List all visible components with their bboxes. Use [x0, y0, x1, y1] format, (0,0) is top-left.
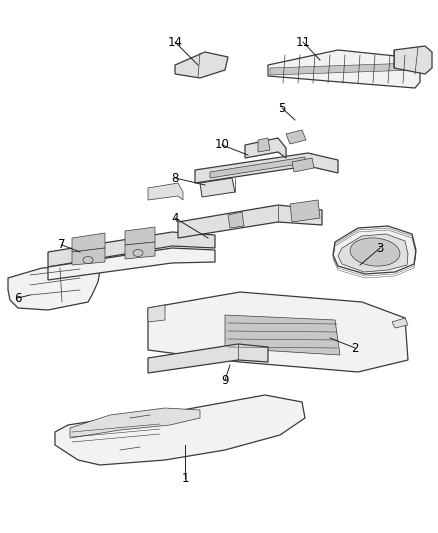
Text: 11: 11 [296, 36, 311, 49]
Polygon shape [338, 234, 408, 272]
Text: 10: 10 [215, 139, 230, 151]
Ellipse shape [350, 238, 400, 266]
Text: 4: 4 [171, 212, 179, 224]
Polygon shape [270, 63, 415, 75]
Polygon shape [72, 248, 105, 265]
Ellipse shape [83, 256, 93, 263]
Polygon shape [286, 130, 306, 144]
Polygon shape [245, 138, 286, 158]
Polygon shape [292, 158, 314, 172]
Ellipse shape [133, 249, 143, 256]
Polygon shape [148, 183, 183, 200]
Polygon shape [70, 408, 200, 438]
Polygon shape [72, 233, 105, 252]
Polygon shape [8, 266, 100, 310]
Polygon shape [392, 318, 408, 328]
Polygon shape [228, 212, 244, 228]
Polygon shape [200, 178, 235, 197]
Polygon shape [125, 227, 155, 245]
Polygon shape [148, 305, 165, 322]
Polygon shape [48, 248, 215, 280]
Text: 6: 6 [14, 292, 22, 304]
Text: 9: 9 [221, 374, 229, 386]
Polygon shape [258, 138, 270, 152]
Polygon shape [394, 46, 432, 74]
Text: 3: 3 [376, 241, 384, 254]
Text: 1: 1 [181, 472, 189, 484]
Polygon shape [333, 226, 416, 274]
Polygon shape [210, 157, 305, 178]
Polygon shape [175, 52, 228, 78]
Polygon shape [48, 232, 215, 267]
Text: 5: 5 [278, 101, 286, 115]
Text: 2: 2 [351, 342, 359, 354]
Text: 14: 14 [167, 36, 183, 49]
Polygon shape [178, 205, 322, 238]
Polygon shape [55, 395, 305, 465]
Polygon shape [125, 242, 155, 259]
Polygon shape [268, 50, 420, 88]
Polygon shape [195, 153, 338, 183]
Text: 8: 8 [171, 172, 179, 184]
Polygon shape [148, 292, 408, 372]
Polygon shape [225, 315, 340, 355]
Polygon shape [148, 344, 268, 373]
Polygon shape [290, 200, 320, 222]
Text: 7: 7 [58, 238, 66, 252]
